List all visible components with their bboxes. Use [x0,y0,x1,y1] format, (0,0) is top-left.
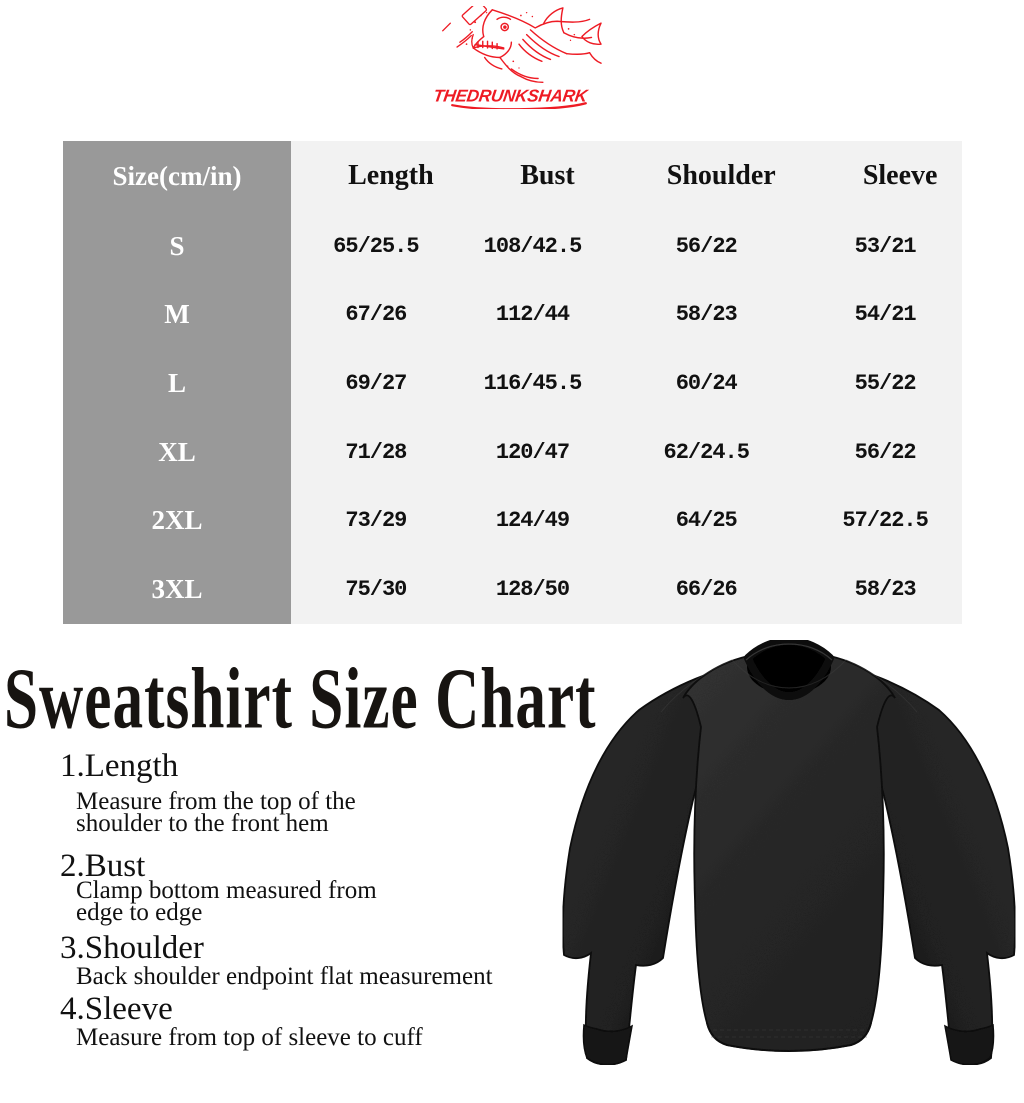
svg-text:THEDRUNKSHARK: THEDRUNKSHARK [433,85,590,105]
